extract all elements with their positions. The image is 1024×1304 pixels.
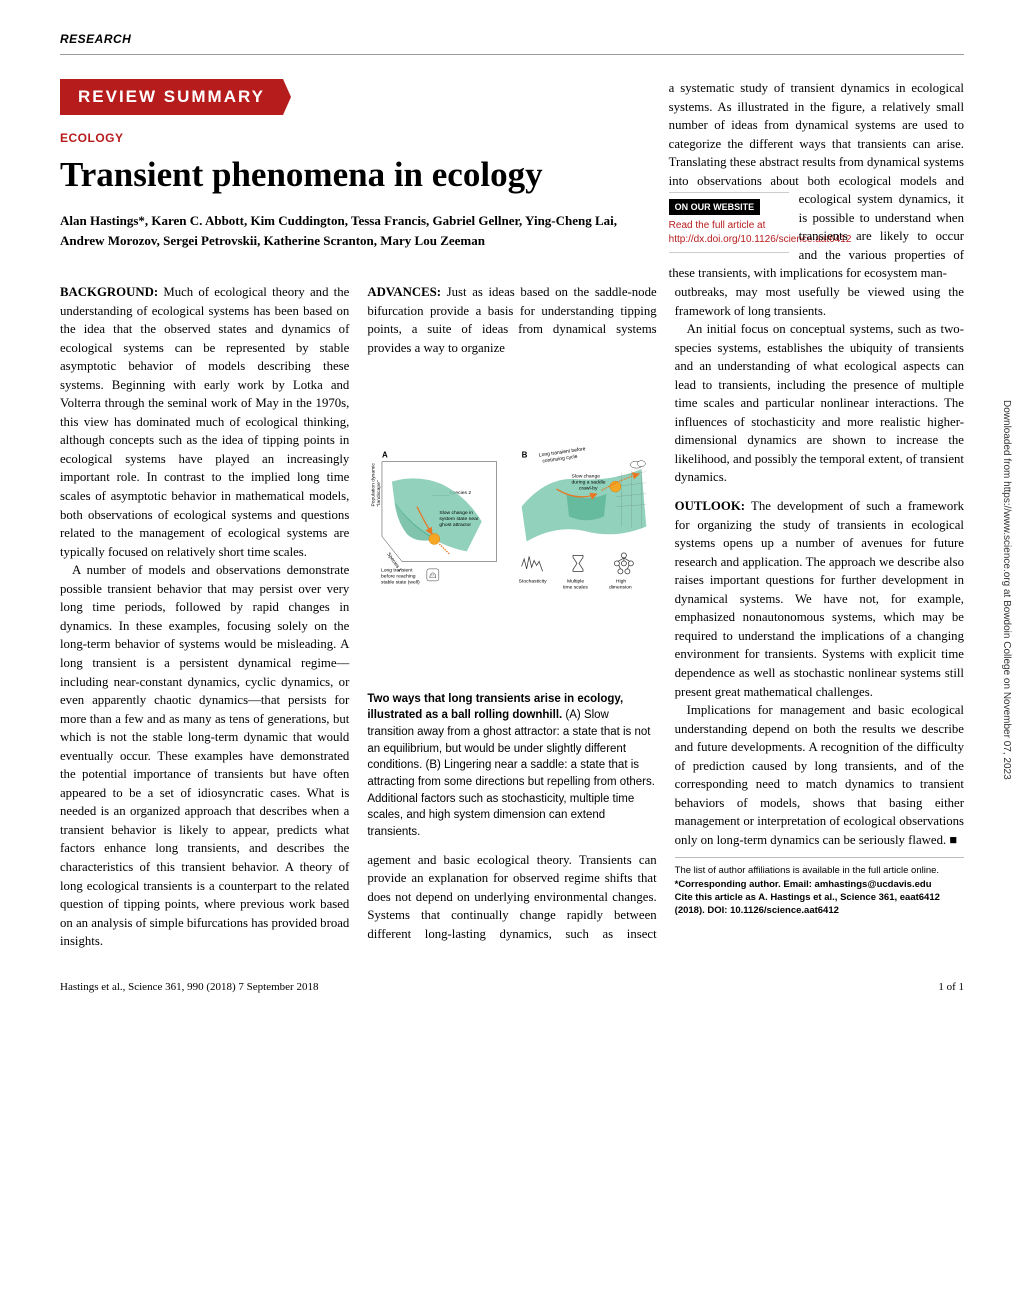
authors-list: Alan Hastings*, Karen C. Abbott, Kim Cud… <box>60 211 651 250</box>
outlook-text: The development of such a framework for … <box>675 499 964 698</box>
figure: A Population dynamic "landscape" Species… <box>367 369 656 841</box>
footnotes: The list of author affiliations is avail… <box>675 857 964 917</box>
outlook-label: OUTLOOK: <box>675 499 745 513</box>
svg-text:time scales: time scales <box>563 585 588 591</box>
footnote-3: Cite this article as A. Hastings et al.,… <box>675 891 964 918</box>
svg-text:system state near: system state near <box>440 516 480 522</box>
figure-svg-icon: A Population dynamic "landscape" Species… <box>367 369 656 679</box>
svg-text:High: High <box>616 579 626 585</box>
svg-text:stable state (well): stable state (well) <box>381 580 420 586</box>
svg-text:Long transient: Long transient <box>381 568 413 574</box>
svg-text:Multiple: Multiple <box>567 579 584 585</box>
footnote-1: The list of author affiliations is avail… <box>675 864 964 877</box>
svg-text:crawl-by: crawl-by <box>579 486 598 492</box>
svg-text:before reaching: before reaching <box>381 574 416 580</box>
website-tag: ON OUR WEBSITE <box>669 199 761 215</box>
svg-text:"landscape": "landscape" <box>376 480 382 506</box>
panel-a-label: A <box>382 451 388 460</box>
svg-text:dimension: dimension <box>609 585 632 591</box>
download-sidetext: Downloaded from https://www.science.org … <box>1001 400 1012 780</box>
review-badge: REVIEW SUMMARY <box>60 79 283 115</box>
page-footer: Hastings et al., Science 361, 990 (2018)… <box>60 981 964 993</box>
svg-text:Stochasticity: Stochasticity <box>519 579 547 585</box>
article-title: Transient phenomena in ecology <box>60 155 651 195</box>
svg-text:during a saddle: during a saddle <box>572 480 606 486</box>
category-label: ECOLOGY <box>60 131 651 145</box>
footer-left: Hastings et al., Science 361, 990 (2018)… <box>60 981 318 993</box>
advances-p2: An initial focus on conceptual systems, … <box>675 320 964 487</box>
background-p2: A number of models and observations demo… <box>60 561 349 950</box>
svg-text:ghost attractor: ghost attractor <box>440 522 472 528</box>
outlook-p2: Implications for management and basic ec… <box>675 701 964 849</box>
svg-text:Slow change in: Slow change in <box>440 510 474 516</box>
footer-right: 1 of 1 <box>938 981 964 993</box>
body-columns: BACKGROUND: Much of ecological theory an… <box>60 283 964 951</box>
svg-text:B: B <box>522 451 528 460</box>
svg-text:Slow change: Slow change <box>572 474 601 480</box>
advances-continuation: a systematic study of transient dynamics… <box>669 81 964 188</box>
background-text: Much of ecological theory and the unders… <box>60 285 349 559</box>
header-section: RESEARCH <box>60 32 964 55</box>
figure-caption: Two ways that long transients arise in e… <box>367 691 656 841</box>
background-label: BACKGROUND: <box>60 285 158 299</box>
website-box: ON OUR WEBSITE Read the full article at … <box>669 192 789 253</box>
footnote-2: *Corresponding author. Email: amhastings… <box>675 878 964 891</box>
fig-caption-rest: (A) Slow transition away from a ghost at… <box>367 709 655 838</box>
advances-label: ADVANCES: <box>367 285 441 299</box>
